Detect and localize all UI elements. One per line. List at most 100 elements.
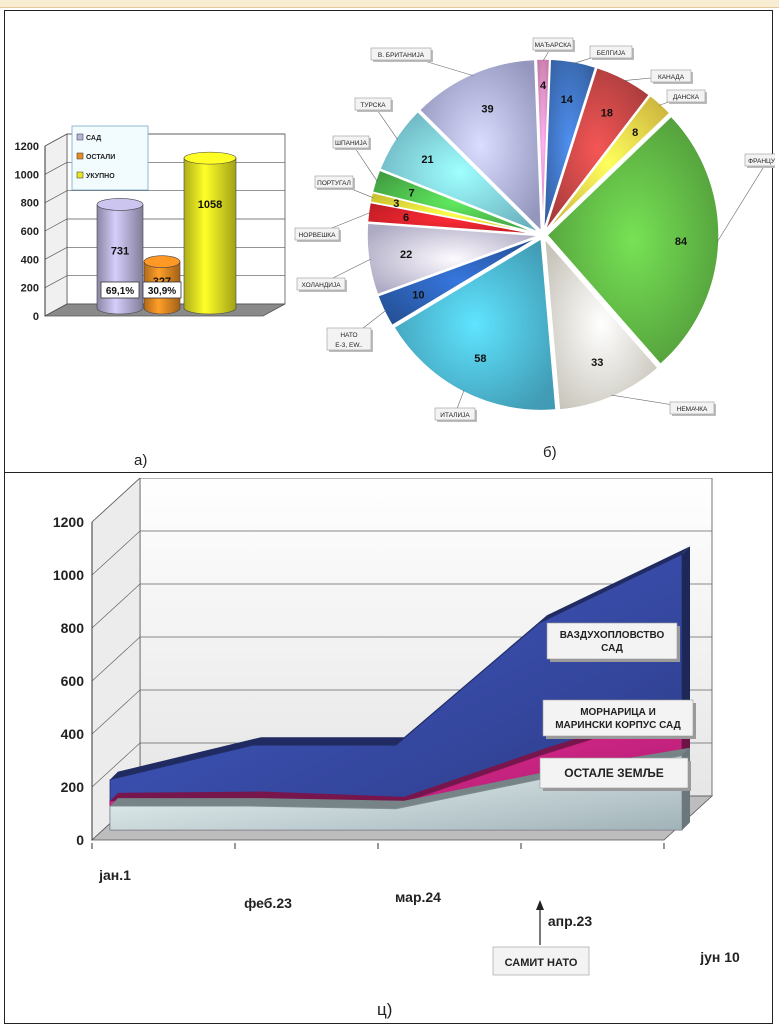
callout-box: [294, 227, 340, 241]
series-label: САД: [601, 643, 623, 654]
x-tick-label: апр.23: [548, 913, 592, 929]
slice-value-label: 21: [421, 154, 433, 166]
y-tick-label: 1000: [15, 169, 39, 181]
legend-swatch: [76, 133, 84, 141]
slice-value-label: 4: [540, 80, 547, 92]
annotation-label: САМИТ НАТО: [505, 957, 578, 969]
annotation-arrowhead: [536, 900, 544, 910]
slice-value-label: 6: [403, 212, 409, 224]
x-tick-label: феб.23: [244, 895, 292, 911]
slice-label: E-3, EW..: [335, 342, 363, 349]
bar-top: [183, 151, 237, 165]
slice-label: НОРВЕШКА: [299, 232, 337, 239]
pie-slice: [545, 115, 720, 366]
slice-value-label: 10: [412, 290, 424, 302]
pie-slice: [542, 58, 597, 232]
slice-label: ИТАЛИЈА: [440, 412, 470, 419]
bar-body: [183, 157, 237, 315]
callout-box: [669, 401, 715, 415]
slice-value-label: 3: [393, 198, 399, 210]
slice-value-label: 7: [408, 188, 414, 200]
series-label: МОРНАРИЦА И: [580, 707, 656, 718]
y-tick-label: 400: [21, 254, 39, 266]
callout-line: [716, 159, 769, 243]
area-chart: 0 200 400 600 800 1000 1200 ОСТАЛЕ ЗЕМЉЕ МОРНАРИ…: [53, 478, 740, 976]
series-label: МАРИНСКИ КОРПУС САД: [555, 720, 681, 731]
slice-value-label: 22: [400, 249, 412, 261]
legend-label: ОСТАЛИ: [86, 154, 115, 161]
slice-label: В. БРИТАНИЈА: [378, 52, 425, 59]
percent-label: 69,1%: [106, 286, 134, 297]
panel-label-c: ц): [377, 1000, 393, 1019]
y-tick-label: 200: [61, 779, 85, 795]
pie-slice: [378, 110, 541, 234]
gridline: [44, 133, 285, 147]
slice-label: ТУРСКА: [360, 102, 386, 109]
x-tick-label: јан.1: [98, 867, 131, 883]
gridline: [91, 636, 712, 682]
gridline: [91, 478, 712, 523]
slice-value-label: 18: [601, 107, 613, 119]
slice-label: ХОЛАНДИЈА: [301, 282, 341, 289]
slice-label: МАЂАРСКА: [535, 42, 572, 49]
pie-slice: [418, 58, 543, 234]
slice-label: ДАНСКА: [673, 94, 700, 101]
y-tick-label: 600: [21, 226, 39, 238]
slice-value-label: 84: [675, 236, 688, 248]
panel-label-b: б): [543, 444, 557, 461]
percent-box: [100, 281, 140, 299]
y-tick-label: 0: [33, 311, 39, 323]
bar-value-label: 1058: [198, 199, 222, 211]
pie-chart: 4 МАЂАРСКА 14 БЕЛГИЈА 18 КАНАДА 8 ДАНСКА 84 ФРАНЦ…: [294, 37, 775, 422]
y-tick-label: 1200: [15, 141, 39, 153]
callout-box: [650, 69, 692, 83]
callout-box: [296, 277, 346, 291]
bar-chart: 02004006008001000120073169,1%32730,9%105…: [15, 125, 286, 323]
slice-label: БЕЛГИЈА: [597, 50, 626, 57]
series-label-box: [539, 757, 689, 789]
slice-value-label: 14: [561, 94, 574, 106]
callout-box: [332, 135, 370, 149]
callout-box: [744, 153, 775, 167]
legend-label: УКУПНО: [86, 173, 115, 180]
callout-box: [314, 175, 354, 189]
figure-frame: [4, 10, 773, 1024]
panel-label-a: а): [134, 452, 148, 469]
annotation-box: [492, 946, 590, 976]
series-label: ВАЗДУХОПЛОВСТВО: [560, 630, 665, 641]
y-tick-label: 0: [76, 832, 84, 848]
callout-box: [370, 47, 432, 61]
y-tick-label: 800: [61, 620, 85, 636]
legend-swatch: [76, 152, 84, 160]
bar-3: [183, 151, 237, 315]
gridline: [91, 530, 712, 576]
callout-box: [589, 45, 633, 59]
slice-value-label: 33: [591, 357, 603, 369]
pie-slice: [376, 236, 540, 327]
bar-top: [143, 255, 181, 268]
slice-value-label: 39: [481, 103, 493, 115]
bar-value-label: 731: [111, 245, 129, 257]
legend-label: САД: [86, 135, 101, 142]
callout-box: [666, 89, 706, 103]
slice-label: КАНАДА: [658, 74, 685, 81]
area-depth: [110, 702, 690, 805]
slice-label: ШПАНИЈА: [335, 140, 368, 147]
percent-box: [142, 281, 182, 299]
legend: [71, 125, 149, 191]
y-tick-label: 400: [61, 726, 85, 742]
series-label: ОСТАЛЕ ЗЕМЉЕ: [564, 766, 664, 780]
series-label-box: [546, 622, 678, 660]
callout-box: [532, 37, 574, 51]
callout-box: [326, 327, 372, 351]
pie-slice: [545, 94, 671, 233]
slice-label: НЕМАЧКА: [677, 406, 708, 413]
slice-value-label: 58: [474, 353, 486, 365]
bar-top: [96, 198, 144, 211]
gridline: [91, 583, 712, 629]
slice-label: НАТО: [340, 332, 357, 339]
panel-divider: [4, 472, 772, 473]
x-tick-label: јун 10: [699, 949, 740, 965]
legend-swatch: [76, 171, 84, 179]
slice-label: ПОРТУГАЛ: [317, 180, 351, 187]
